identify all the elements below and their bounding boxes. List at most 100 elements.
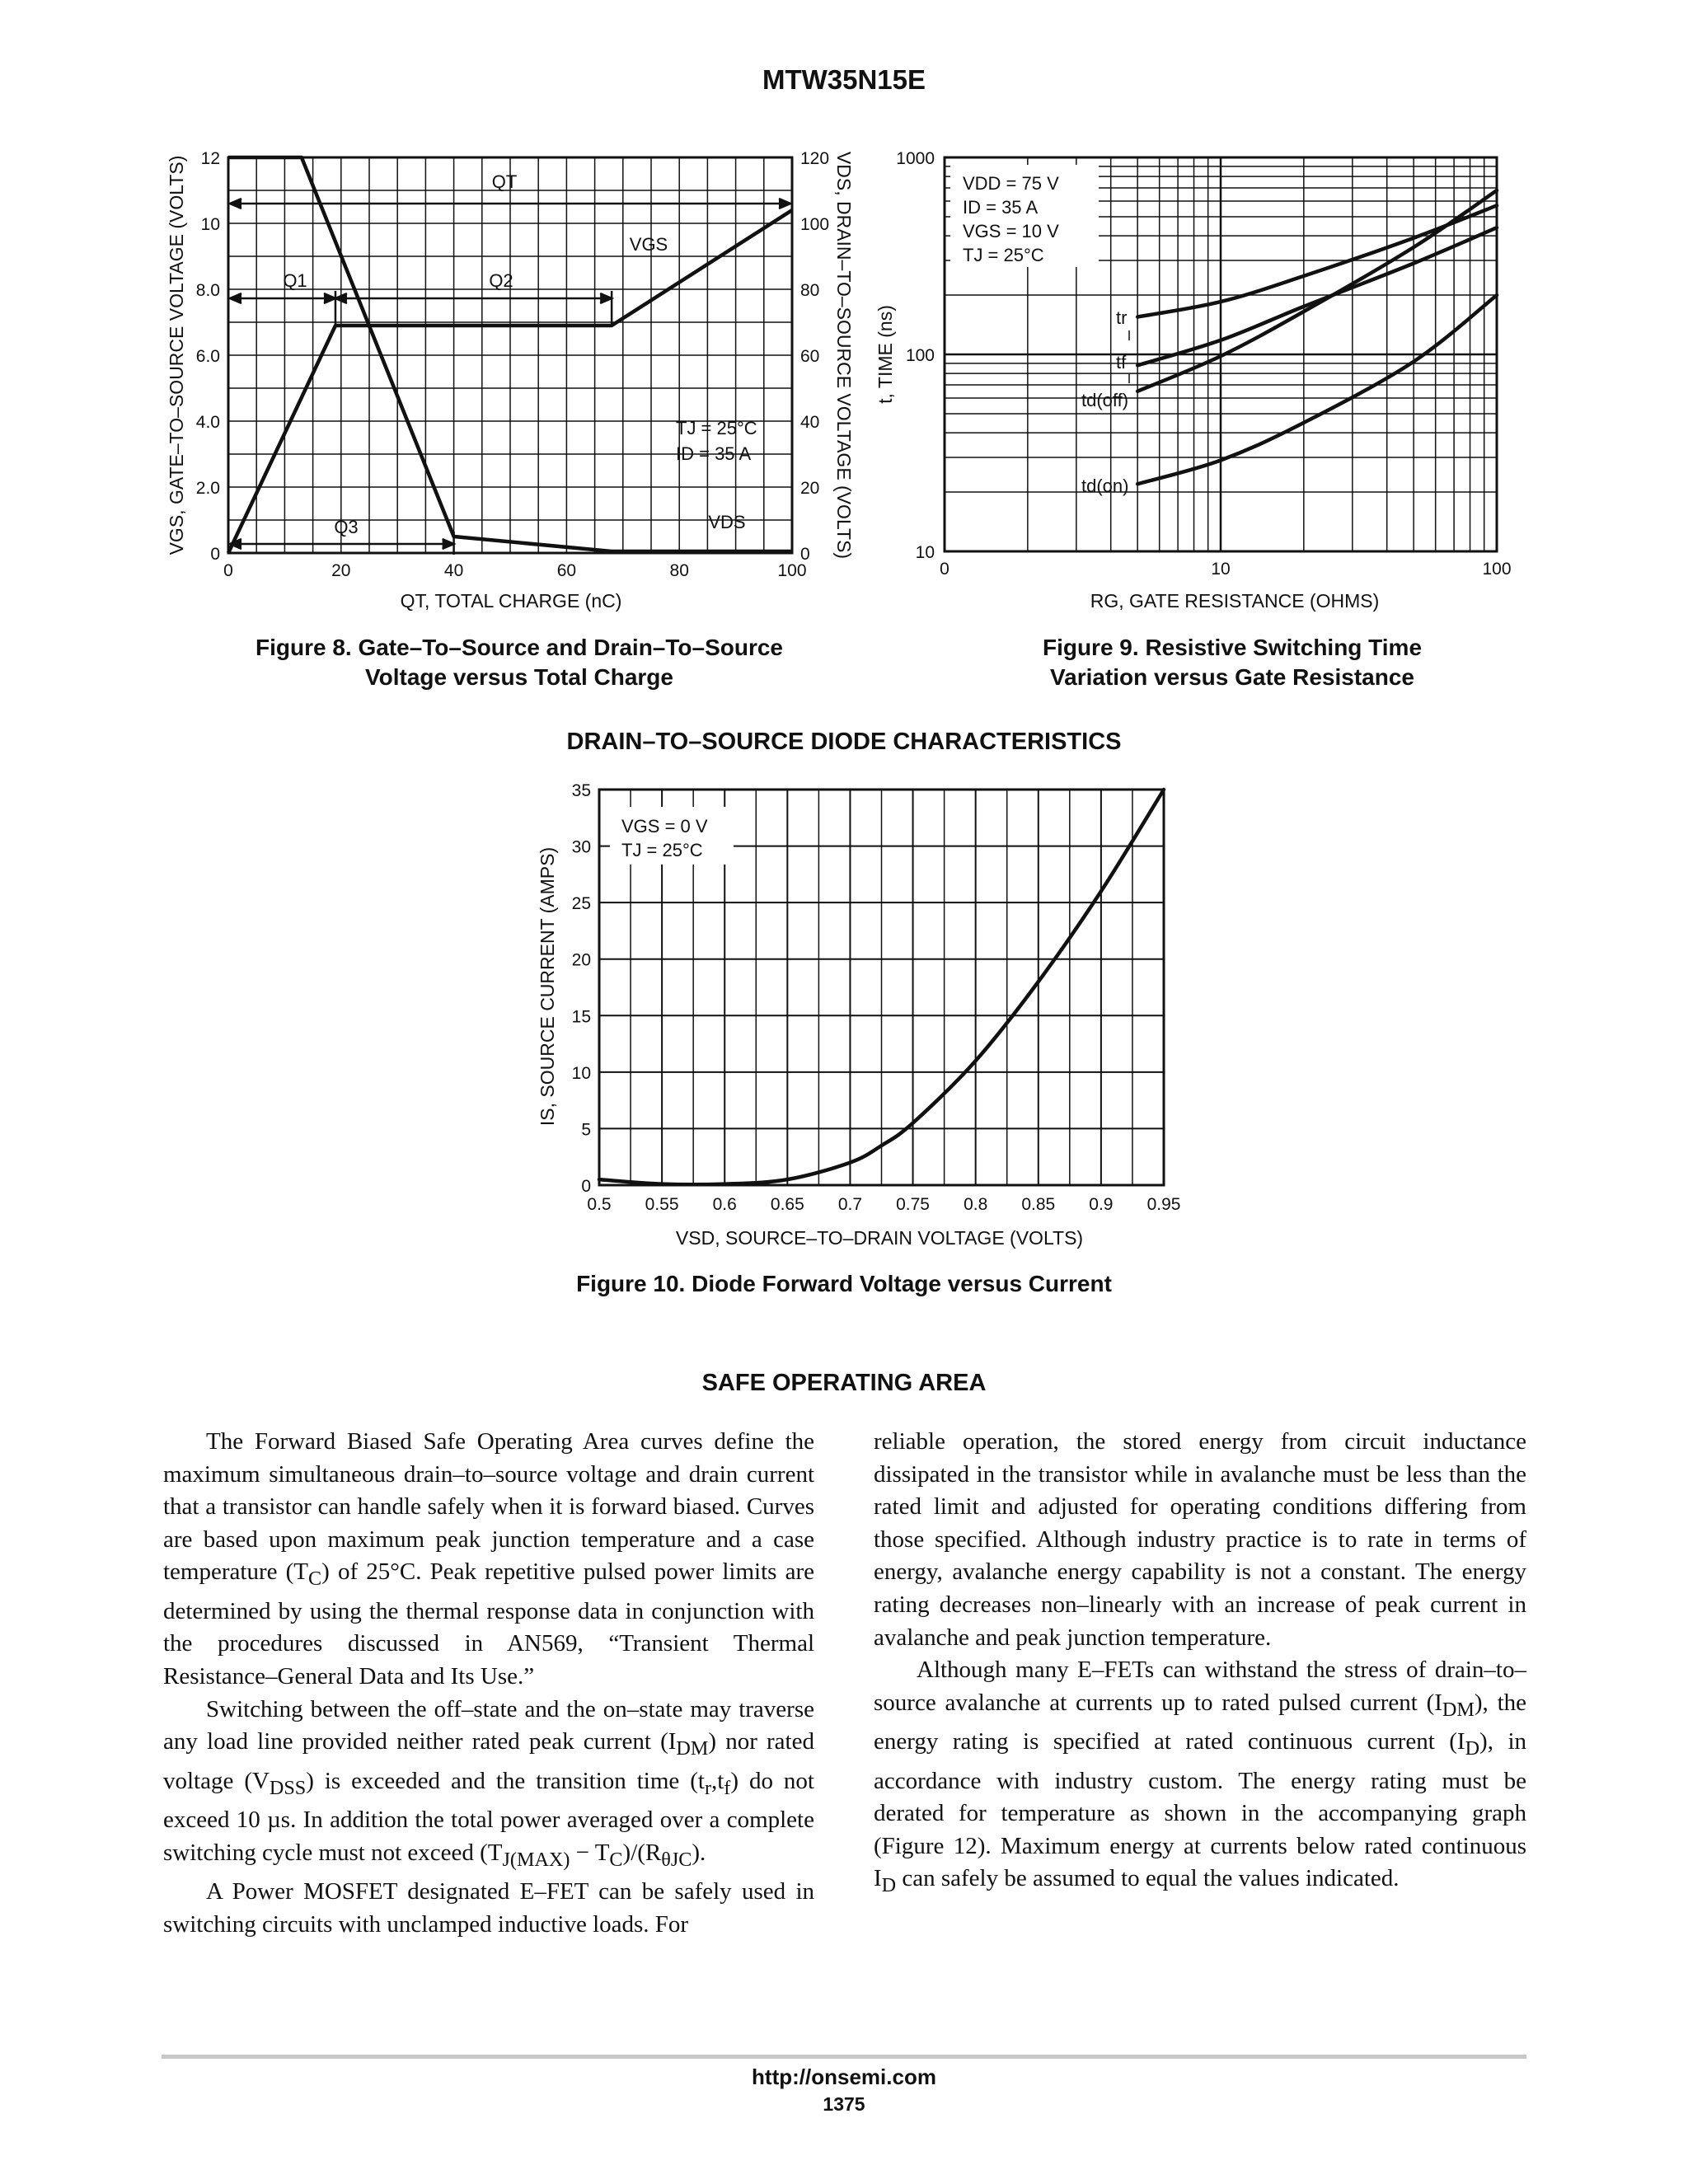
figure8-x-tick-label: 0 xyxy=(223,561,233,580)
figure10-y-tick-label: 25 xyxy=(572,894,591,913)
document-title: MTW35N15E xyxy=(762,64,926,95)
figure8-x-tick-label: 20 xyxy=(331,561,350,580)
page-number: 1375 xyxy=(823,2093,865,2115)
figure10-series-is xyxy=(597,787,1166,1187)
qt-label: QT xyxy=(492,171,518,192)
figure8-x-tick-label: 60 xyxy=(557,561,576,580)
tdoff-curve-label: td(off) xyxy=(1081,390,1128,410)
figure9-x-tick-label: 100 xyxy=(1482,560,1511,579)
figure9-x-tick-label: 10 xyxy=(1211,560,1230,579)
figure9-plot-frame xyxy=(943,156,1498,553)
soa-right-column: reliable operation, the stored energy fr… xyxy=(874,1426,1526,1902)
figure9-y-label: t, TIME (ns) xyxy=(874,305,896,404)
figure8-y-right-tick-label: 0 xyxy=(800,545,810,564)
figure8-y-right-tick-label: 120 xyxy=(800,149,829,168)
figure10-x-tick-label: 0.9 xyxy=(1089,1195,1113,1214)
q3-dimension-arrow-head-right xyxy=(442,537,457,551)
figure8-x-tick-label: 40 xyxy=(444,561,463,580)
figure10-plot-frame xyxy=(598,788,1165,1187)
figure10-condition-tj: TJ = 25°C xyxy=(621,840,703,860)
figure9-y-tick-label: 100 xyxy=(906,346,935,365)
vds-curve-label: VDS xyxy=(708,512,745,532)
figure8-caption: Figure 8. Gate–To–Source and Drain–To–So… xyxy=(157,633,882,692)
figure9-condition-vgs: VGS = 10 V xyxy=(963,221,1059,241)
figure9-x-label: RG, GATE RESISTANCE (OHMS) xyxy=(1090,590,1380,612)
figure9-caption-line2: Variation versus Gate Resistance xyxy=(1050,664,1414,690)
figure9-series-tdon xyxy=(1135,293,1499,486)
figure9-condition-id: ID = 35 A xyxy=(963,197,1038,218)
figure10-x-tick-label: 0.85 xyxy=(1021,1195,1055,1214)
figure10-y-tick-label: 30 xyxy=(572,838,591,857)
figure9-chart: 0 10 100 10 100 1000 VDD = 75 V ID = 35 A VGS… xyxy=(874,149,1512,612)
figure8-caption-line2: Voltage versus Total Charge xyxy=(365,664,673,690)
figure8-y-left-tick-label: 0 xyxy=(210,545,220,564)
figure9-caption-line1: Figure 9. Resistive Switching Time xyxy=(1042,635,1423,660)
figure8-y-right-tick-label: 20 xyxy=(800,479,819,498)
id-annotation: ID = 35 A xyxy=(676,443,751,464)
figure10-conditions-box xyxy=(610,807,734,865)
tf-curve-label: tf xyxy=(1116,352,1127,373)
figure8-caption-line1: Figure 8. Gate–To–Source and Drain–To–So… xyxy=(255,635,784,660)
figure8-y-left-tick-label: 4.0 xyxy=(196,413,220,432)
figure10-y-tick-label: 35 xyxy=(572,781,591,800)
figure10-condition-vgs: VGS = 0 V xyxy=(621,816,708,837)
figure9-x-tick-label: 0 xyxy=(940,560,950,579)
figure10-caption: Figure 10. Diode Forward Voltage versus … xyxy=(576,1271,1112,1296)
figure8-x-tick-label: 100 xyxy=(777,561,806,580)
figure10-x-tick-label: 0.95 xyxy=(1147,1195,1181,1214)
q3-dimension-arrow-head-left xyxy=(227,537,242,551)
figure9-caption: Figure 9. Resistive Switching Time Varia… xyxy=(874,633,1591,692)
q2-dimension-arrow-head-left xyxy=(332,292,348,305)
soa-right-paragraph-1: reliable operation, the stored energy fr… xyxy=(874,1428,1526,1651)
tdon-curve-label: td(on) xyxy=(1081,476,1128,496)
figure8-y-right-label: VDS, DRAIN–TO–SOURCE VOLTAGE (VOLTS) xyxy=(833,152,855,559)
figure9-condition-vdd: VDD = 75 V xyxy=(963,173,1059,194)
figure10-chart: 0.5 0.55 0.6 0.65 0.7 0.75 0.8 0.85 0.9 0.95 0 5 10 1… xyxy=(537,781,1181,1249)
figure8-x-tick-label: 80 xyxy=(670,561,689,580)
figure9-y-tick-label: 10 xyxy=(916,543,935,562)
figure10-y-tick-label: 15 xyxy=(572,1007,591,1026)
diode-section-title: DRAIN–TO–SOURCE DIODE CHARACTERISTICS xyxy=(566,729,1122,755)
figure10-x-tick-label: 0.65 xyxy=(771,1195,804,1214)
q1-dimension-arrow-head-left xyxy=(227,292,242,305)
figure8-y-right-tick-label: 40 xyxy=(800,413,819,432)
soa-section-title: SAFE OPERATING AREA xyxy=(701,1370,987,1396)
q3-label: Q3 xyxy=(334,517,358,537)
figure10-x-tick-label: 0.5 xyxy=(587,1195,611,1214)
vgs-curve-label: VGS xyxy=(630,234,668,255)
figure8-y-right-tick-label: 60 xyxy=(800,347,819,366)
figure9-y-tick-label: 1000 xyxy=(896,149,935,168)
figure10-y-tick-label: 10 xyxy=(572,1064,591,1083)
soa-left-paragraph-2: Switching between the off–state and the … xyxy=(163,1695,814,1871)
footer-url[interactable]: http://onsemi.com xyxy=(752,2064,936,2089)
figure9-series-tf xyxy=(1135,225,1499,368)
qt-dimension-arrow-head-left xyxy=(227,197,242,210)
q2-label: Q2 xyxy=(489,270,513,291)
figure8-y-right-tick-label: 80 xyxy=(800,281,819,300)
figure10-x-tick-label: 0.75 xyxy=(896,1195,930,1214)
footer-rule xyxy=(162,2055,1526,2059)
soa-left-paragraph-1: The Forward Biased Safe Operating Area c… xyxy=(163,1428,814,1690)
figure10-x-label: VSD, SOURCE–TO–DRAIN VOLTAGE (VOLTS) xyxy=(676,1227,1083,1249)
figure10-x-tick-label: 0.55 xyxy=(645,1195,679,1214)
figure10-x-tick-label: 0.6 xyxy=(713,1195,737,1214)
figure9-series-tdoff xyxy=(1135,188,1499,393)
qt-dimension-arrow-head-right xyxy=(778,197,794,210)
figure8-x-label: QT, TOTAL CHARGE (nC) xyxy=(401,590,622,612)
figure10-x-tick-label: 0.8 xyxy=(964,1195,987,1214)
figure10-y-tick-label: 20 xyxy=(572,951,591,970)
figure10-y-tick-label: 0 xyxy=(581,1177,591,1196)
figure8-chart: 0 20 40 60 80 10002.04.06.08.0101202040608010… xyxy=(166,149,855,612)
figure8-y-right-tick-label: 100 xyxy=(800,215,829,234)
soa-left-column: The Forward Biased Safe Operating Area c… xyxy=(163,1426,814,1941)
figure8-y-left-tick-label: 10 xyxy=(201,215,220,234)
q1-label: Q1 xyxy=(283,270,307,291)
tj-annotation: TJ = 25°C xyxy=(676,418,757,438)
figure8-y-left-label: VGS, GATE–TO–SOURCE VOLTAGE (VOLTS) xyxy=(166,156,187,555)
soa-right-paragraph-2: Although many E–FETs can withstand the s… xyxy=(874,1657,1527,1897)
figure10-x-tick-label: 0.7 xyxy=(838,1195,862,1214)
tr-curve-label: tr xyxy=(1116,307,1127,328)
soa-left-paragraph-3: A Power MOSFET designated E–FET can be s… xyxy=(163,1877,814,1938)
figure9-conditions-box xyxy=(950,165,1099,267)
figure8-series-vgs xyxy=(226,209,794,554)
